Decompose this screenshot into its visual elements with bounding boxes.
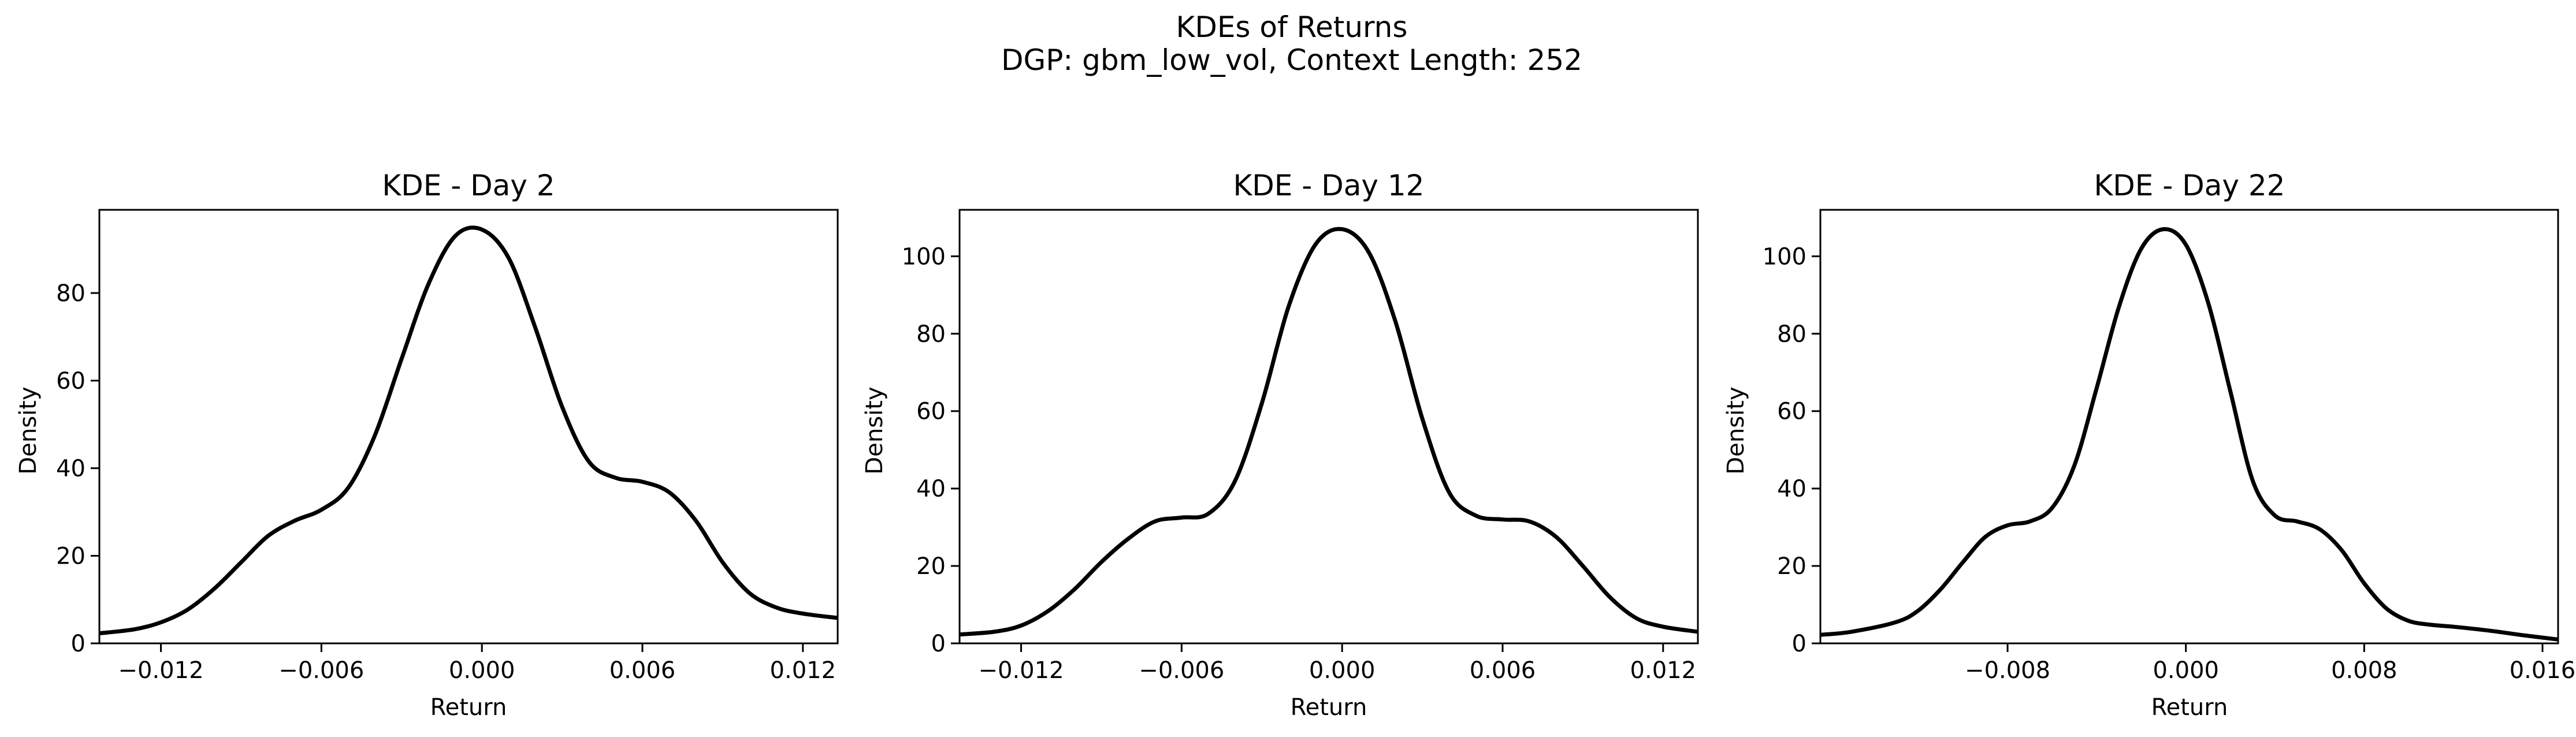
y-tick-label: 80 bbox=[1777, 321, 1806, 347]
y-tick-label: 60 bbox=[56, 368, 86, 394]
x-tick-label: 0.012 bbox=[1630, 657, 1697, 684]
x-tick-label: 0.008 bbox=[2331, 657, 2397, 684]
axes-frame bbox=[1819, 209, 2559, 645]
subplot-day-22: KDE - Day 22 Return Density −0.008 0.000 0… bbox=[1723, 169, 2575, 721]
y-tick-label: 20 bbox=[1777, 553, 1806, 580]
axes-frame bbox=[958, 209, 1699, 645]
figure-title-line2: DGP: gbm_low_vol, Context Length: 252 bbox=[1001, 43, 1582, 77]
y-tick-label: 0 bbox=[1792, 631, 1806, 657]
y-tick-label: 80 bbox=[56, 280, 86, 307]
x-tick-label: −0.006 bbox=[1139, 657, 1224, 684]
x-tick-label: 0.006 bbox=[609, 657, 676, 684]
y-tick-label: 80 bbox=[916, 321, 946, 347]
y-tick-label: 0 bbox=[931, 631, 946, 657]
kde-curve bbox=[99, 225, 838, 636]
y-tick-label: 40 bbox=[1777, 476, 1806, 502]
axes-frame bbox=[98, 209, 839, 645]
y-tick-label: 60 bbox=[916, 398, 946, 425]
kde-curve bbox=[959, 227, 1698, 637]
x-tick-label: −0.012 bbox=[978, 657, 1064, 684]
x-axis-label: Return bbox=[1291, 694, 1367, 721]
kde-curve bbox=[1820, 227, 2559, 642]
x-tick-label: −0.012 bbox=[118, 657, 203, 684]
x-tick-label: −0.006 bbox=[278, 657, 364, 684]
x-tick-label: 0.006 bbox=[1470, 657, 1536, 684]
subplot-title: KDE - Day 12 bbox=[1233, 169, 1425, 202]
y-tick-label: 100 bbox=[1763, 243, 1806, 270]
subplot-title: KDE - Day 2 bbox=[382, 169, 555, 202]
y-tick-label: 20 bbox=[916, 553, 946, 580]
y-tick-label: 40 bbox=[56, 455, 86, 482]
y-axis-label: Density bbox=[1723, 387, 1749, 475]
x-tick-label: 0.012 bbox=[770, 657, 837, 684]
subplot-day-12: KDE - Day 12 Return Density −0.012 −0.006… bbox=[861, 169, 1699, 721]
x-axis-label: Return bbox=[430, 694, 507, 721]
y-tick-label: 0 bbox=[71, 631, 86, 657]
y-tick-label: 40 bbox=[916, 476, 946, 502]
x-tick-label: 0.000 bbox=[1309, 657, 1376, 684]
x-tick-label: −0.008 bbox=[1965, 657, 2050, 684]
subplot-day-2: KDE - Day 2 Return Density −0.012 −0.006 0… bbox=[15, 169, 839, 721]
y-tick-label: 60 bbox=[1777, 398, 1806, 425]
x-tick-label: 0.016 bbox=[2510, 657, 2576, 684]
figure-title-line1: KDEs of Returns bbox=[1176, 10, 1408, 44]
y-axis-label: Density bbox=[861, 387, 888, 475]
x-tick-label: 0.000 bbox=[449, 657, 515, 684]
y-tick-label: 100 bbox=[902, 243, 946, 270]
y-axis-label: Density bbox=[15, 387, 42, 475]
x-tick-label: 0.000 bbox=[2153, 657, 2219, 684]
x-axis-label: Return bbox=[2151, 694, 2228, 721]
subplot-title: KDE - Day 22 bbox=[2094, 169, 2285, 202]
y-tick-label: 20 bbox=[56, 543, 86, 569]
